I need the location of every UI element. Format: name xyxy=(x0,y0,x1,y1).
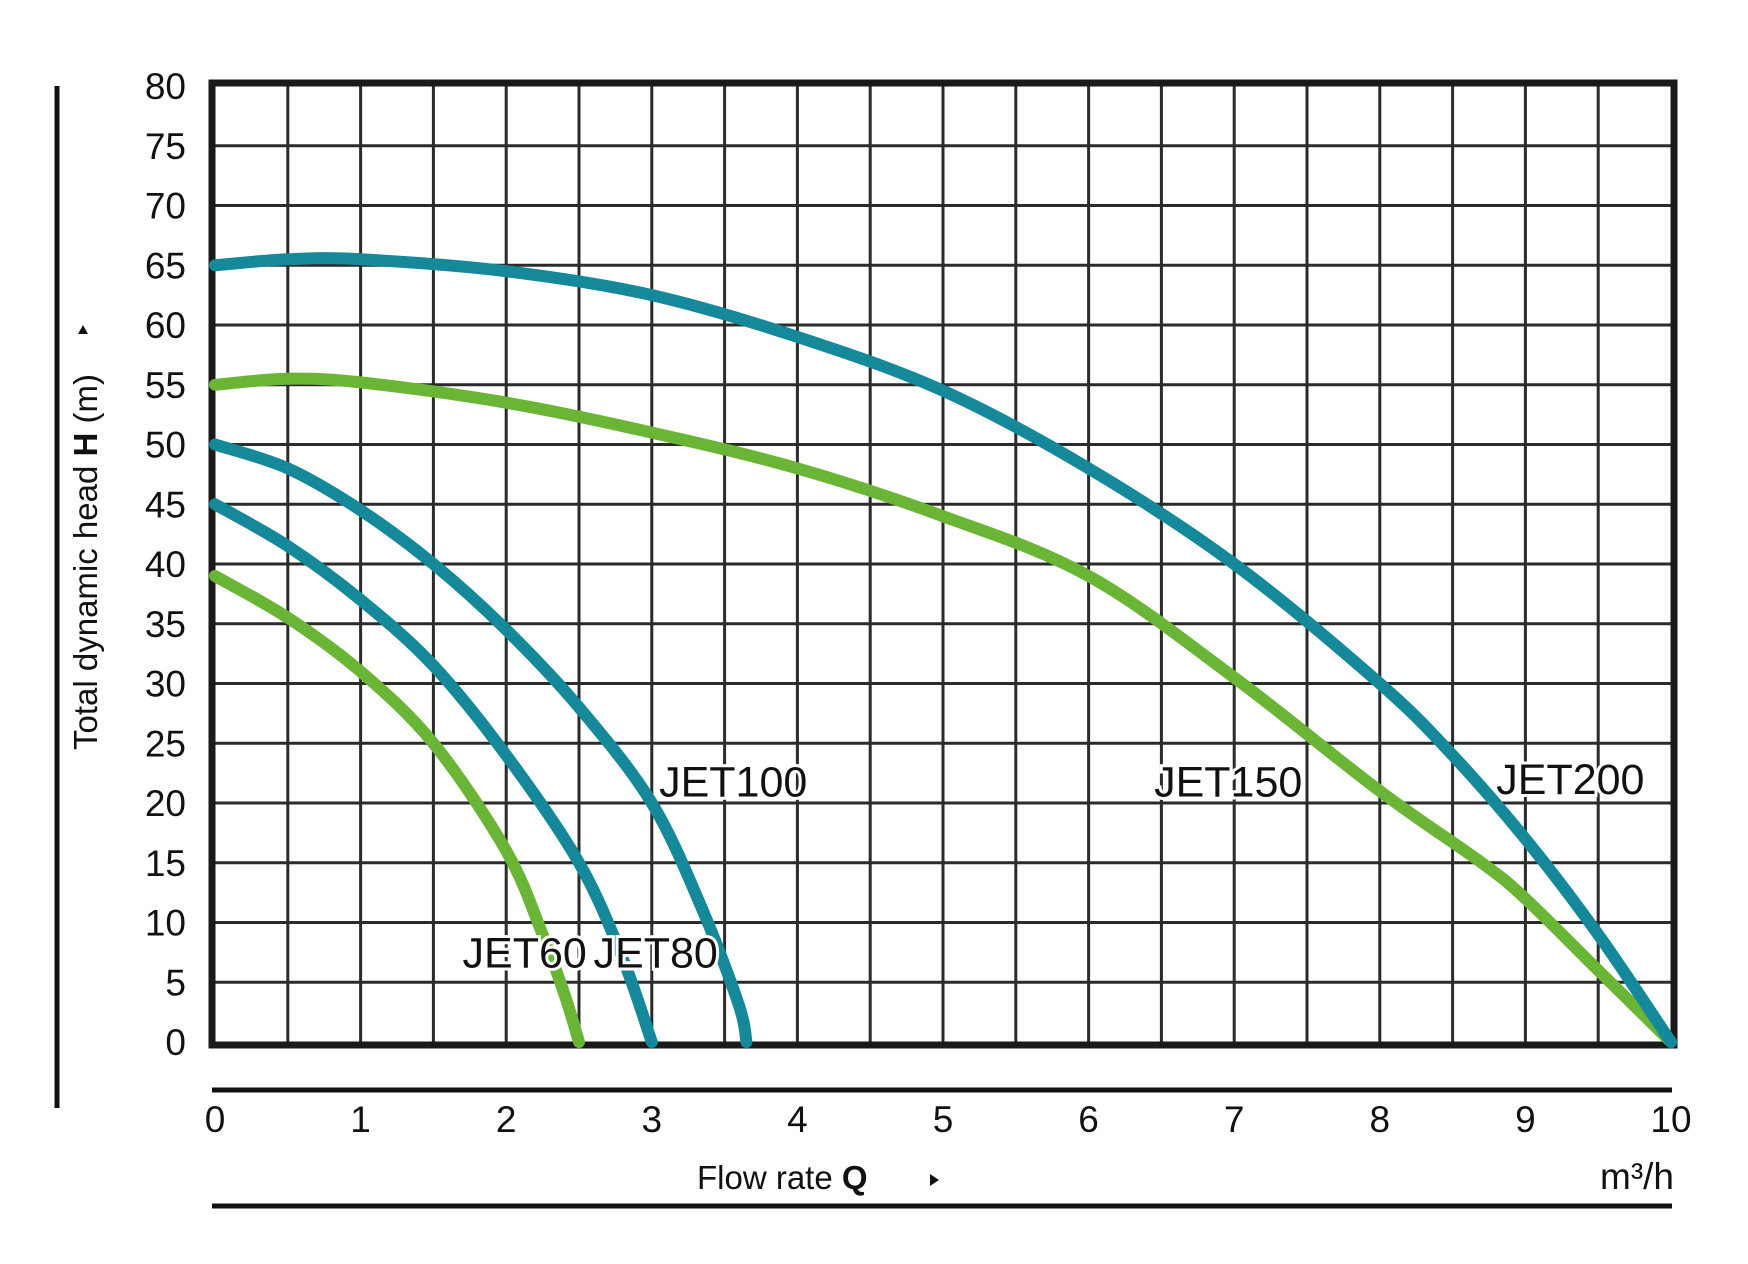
x-tick-label: 6 xyxy=(1078,1099,1099,1140)
x-tick-label: 2 xyxy=(496,1099,517,1140)
curve-jet150 xyxy=(209,372,1677,1048)
y-tick-label: 75 xyxy=(145,126,186,167)
pump-curves xyxy=(209,252,1677,1048)
y-tick-label: 5 xyxy=(165,962,186,1003)
y-tick-label: 80 xyxy=(145,66,186,107)
y-tick-label: 35 xyxy=(145,604,186,645)
y-tick-label: 70 xyxy=(145,186,186,227)
curve-label-jet150: JET150 xyxy=(1154,758,1302,806)
x-tick-label: 3 xyxy=(642,1099,663,1140)
x-tick-labels: 0 1 2 3 4 5 6 7 8 9 10 xyxy=(205,1099,1692,1140)
x-tick-label: 1 xyxy=(350,1099,371,1140)
y-tick-label: 0 xyxy=(165,1022,186,1063)
y-axis-unit: (m) xyxy=(67,374,104,423)
curve-jet100 xyxy=(209,438,753,1048)
curve-jet80 xyxy=(209,498,658,1048)
x-tick-label: 0 xyxy=(205,1099,226,1140)
x-tick-label: 4 xyxy=(787,1099,808,1140)
y-tick-label: 55 xyxy=(145,365,186,406)
y-tick-label: 45 xyxy=(145,484,186,525)
y-axis-title-text: Total dynamic head xyxy=(67,466,104,750)
plot-frame xyxy=(208,79,1678,1049)
x-axis-unit: m³/h xyxy=(1600,1156,1674,1197)
curve-label-jet200: JET200 xyxy=(1496,756,1644,804)
curve-label-jet100: JET100 xyxy=(659,758,807,806)
curve-label-jet80: JET80 xyxy=(594,929,718,977)
y-tick-label: 60 xyxy=(145,305,186,346)
y-tick-label: 65 xyxy=(145,245,186,286)
y-tick-label: 25 xyxy=(145,723,186,764)
y-tick-label: 10 xyxy=(145,903,186,944)
y-axis-title: Total dynamic head H (m) xyxy=(67,374,104,750)
y-tick-label: 30 xyxy=(145,664,186,705)
y-tick-label: 20 xyxy=(145,783,186,824)
y-tick-label: 50 xyxy=(145,425,186,466)
y-axis-arrow-icon xyxy=(78,325,88,334)
x-axis-title-text: Flow rate xyxy=(697,1159,833,1196)
x-tick-label: 8 xyxy=(1370,1099,1391,1140)
y-tick-label: 15 xyxy=(145,843,186,884)
curve-label-jet60: JET60 xyxy=(463,929,587,977)
x-axis-title: Flow rate Q xyxy=(697,1159,868,1196)
y-axis-symbol: H xyxy=(67,433,104,457)
x-tick-label: 5 xyxy=(933,1099,954,1140)
x-tick-label: 7 xyxy=(1224,1099,1245,1140)
x-axis-arrow-icon xyxy=(930,1174,939,1186)
curve-jet60 xyxy=(209,570,585,1048)
curve-labels: JET60 JET80 JET100 JET150 JET200 xyxy=(460,753,1648,980)
x-axis-symbol: Q xyxy=(842,1159,868,1196)
y-tick-label: 40 xyxy=(145,544,186,585)
y-tick-labels: 0 5 10 15 20 25 30 35 40 45 50 55 60 65 70 75 80 xyxy=(145,66,186,1063)
x-tick-label: 10 xyxy=(1650,1099,1691,1140)
curve-jet200 xyxy=(209,252,1677,1048)
x-tick-label: 9 xyxy=(1515,1099,1536,1140)
